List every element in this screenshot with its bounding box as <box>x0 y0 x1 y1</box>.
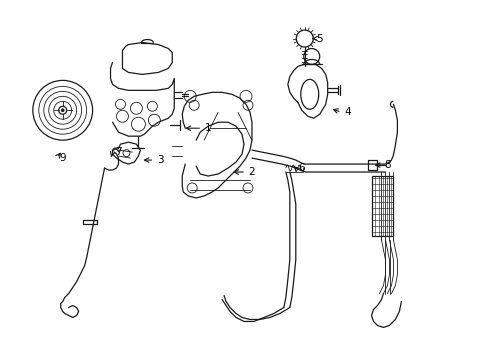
Text: 3: 3 <box>157 155 163 165</box>
Text: 6: 6 <box>298 163 305 173</box>
Text: 5: 5 <box>316 33 323 44</box>
Text: 7: 7 <box>115 147 122 157</box>
Text: 1: 1 <box>204 123 211 133</box>
Text: 8: 8 <box>384 160 390 170</box>
Bar <box>371 176 393 236</box>
Circle shape <box>61 109 64 112</box>
Text: 4: 4 <box>344 107 350 117</box>
Text: 9: 9 <box>59 153 66 163</box>
Text: 2: 2 <box>248 167 255 177</box>
